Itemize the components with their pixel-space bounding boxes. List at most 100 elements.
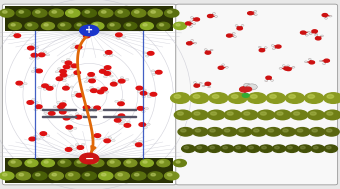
- Circle shape: [49, 172, 63, 180]
- Circle shape: [143, 52, 147, 54]
- Circle shape: [44, 161, 48, 163]
- Circle shape: [266, 76, 271, 79]
- Circle shape: [63, 80, 66, 82]
- Circle shape: [212, 13, 216, 14]
- Circle shape: [69, 67, 73, 70]
- Circle shape: [110, 82, 117, 86]
- Circle shape: [82, 9, 97, 17]
- Circle shape: [145, 108, 149, 110]
- Bar: [5, 6, 173, 31]
- Circle shape: [176, 161, 180, 163]
- Circle shape: [65, 61, 72, 65]
- Circle shape: [266, 93, 285, 103]
- Circle shape: [63, 76, 67, 78]
- Circle shape: [19, 11, 23, 13]
- Circle shape: [305, 34, 308, 36]
- Circle shape: [74, 71, 81, 74]
- Circle shape: [165, 9, 179, 17]
- Circle shape: [71, 74, 75, 76]
- Circle shape: [275, 146, 279, 149]
- Circle shape: [119, 122, 122, 124]
- Circle shape: [97, 138, 100, 140]
- Circle shape: [86, 89, 90, 91]
- Circle shape: [327, 129, 332, 132]
- Circle shape: [14, 34, 20, 37]
- Circle shape: [30, 57, 33, 59]
- Circle shape: [56, 109, 60, 111]
- Circle shape: [205, 82, 210, 85]
- Circle shape: [268, 129, 274, 132]
- Circle shape: [66, 9, 80, 17]
- Bar: [42, 116, 76, 117]
- Circle shape: [46, 84, 50, 86]
- Circle shape: [236, 128, 252, 136]
- Circle shape: [112, 80, 116, 82]
- Circle shape: [16, 172, 31, 180]
- Circle shape: [247, 93, 266, 103]
- Circle shape: [236, 146, 240, 149]
- Circle shape: [96, 88, 100, 90]
- Circle shape: [87, 110, 91, 112]
- Text: +: +: [85, 26, 93, 36]
- Circle shape: [91, 107, 95, 109]
- Circle shape: [77, 161, 81, 163]
- Circle shape: [144, 126, 148, 128]
- Circle shape: [194, 112, 200, 115]
- Circle shape: [173, 22, 186, 29]
- Circle shape: [92, 76, 96, 78]
- Circle shape: [118, 11, 122, 13]
- Circle shape: [122, 36, 126, 38]
- Circle shape: [33, 67, 37, 69]
- Circle shape: [94, 161, 98, 163]
- Circle shape: [67, 75, 71, 77]
- Circle shape: [80, 25, 99, 36]
- Circle shape: [150, 92, 157, 96]
- Circle shape: [9, 35, 13, 37]
- Circle shape: [59, 103, 66, 107]
- Circle shape: [239, 129, 244, 132]
- Circle shape: [36, 69, 42, 73]
- Circle shape: [222, 64, 225, 66]
- Circle shape: [77, 146, 84, 149]
- Circle shape: [260, 112, 266, 115]
- Circle shape: [289, 95, 295, 98]
- Circle shape: [75, 115, 82, 119]
- Circle shape: [107, 70, 111, 72]
- Circle shape: [311, 145, 324, 152]
- Circle shape: [224, 129, 230, 132]
- Circle shape: [312, 129, 317, 132]
- Circle shape: [248, 12, 253, 15]
- Circle shape: [197, 146, 202, 149]
- Circle shape: [313, 146, 318, 149]
- Circle shape: [270, 95, 276, 98]
- Circle shape: [43, 88, 47, 90]
- Circle shape: [305, 93, 324, 103]
- Circle shape: [142, 96, 146, 98]
- Circle shape: [210, 129, 215, 132]
- Circle shape: [38, 86, 41, 88]
- Circle shape: [152, 73, 156, 75]
- Circle shape: [97, 90, 104, 94]
- Circle shape: [194, 84, 200, 87]
- Circle shape: [246, 145, 260, 152]
- Circle shape: [195, 129, 201, 132]
- Circle shape: [274, 110, 291, 120]
- Circle shape: [70, 146, 73, 148]
- Circle shape: [70, 64, 74, 67]
- Circle shape: [327, 95, 334, 98]
- Circle shape: [33, 172, 47, 180]
- Circle shape: [215, 16, 218, 17]
- Circle shape: [244, 112, 250, 115]
- Circle shape: [84, 34, 90, 38]
- Circle shape: [232, 33, 235, 34]
- Circle shape: [142, 89, 146, 91]
- Circle shape: [221, 145, 234, 152]
- Circle shape: [167, 174, 172, 176]
- Circle shape: [304, 61, 307, 63]
- Circle shape: [62, 100, 66, 102]
- Circle shape: [91, 137, 95, 139]
- Circle shape: [190, 93, 209, 103]
- Circle shape: [327, 112, 333, 115]
- Circle shape: [49, 9, 63, 17]
- Circle shape: [286, 67, 291, 70]
